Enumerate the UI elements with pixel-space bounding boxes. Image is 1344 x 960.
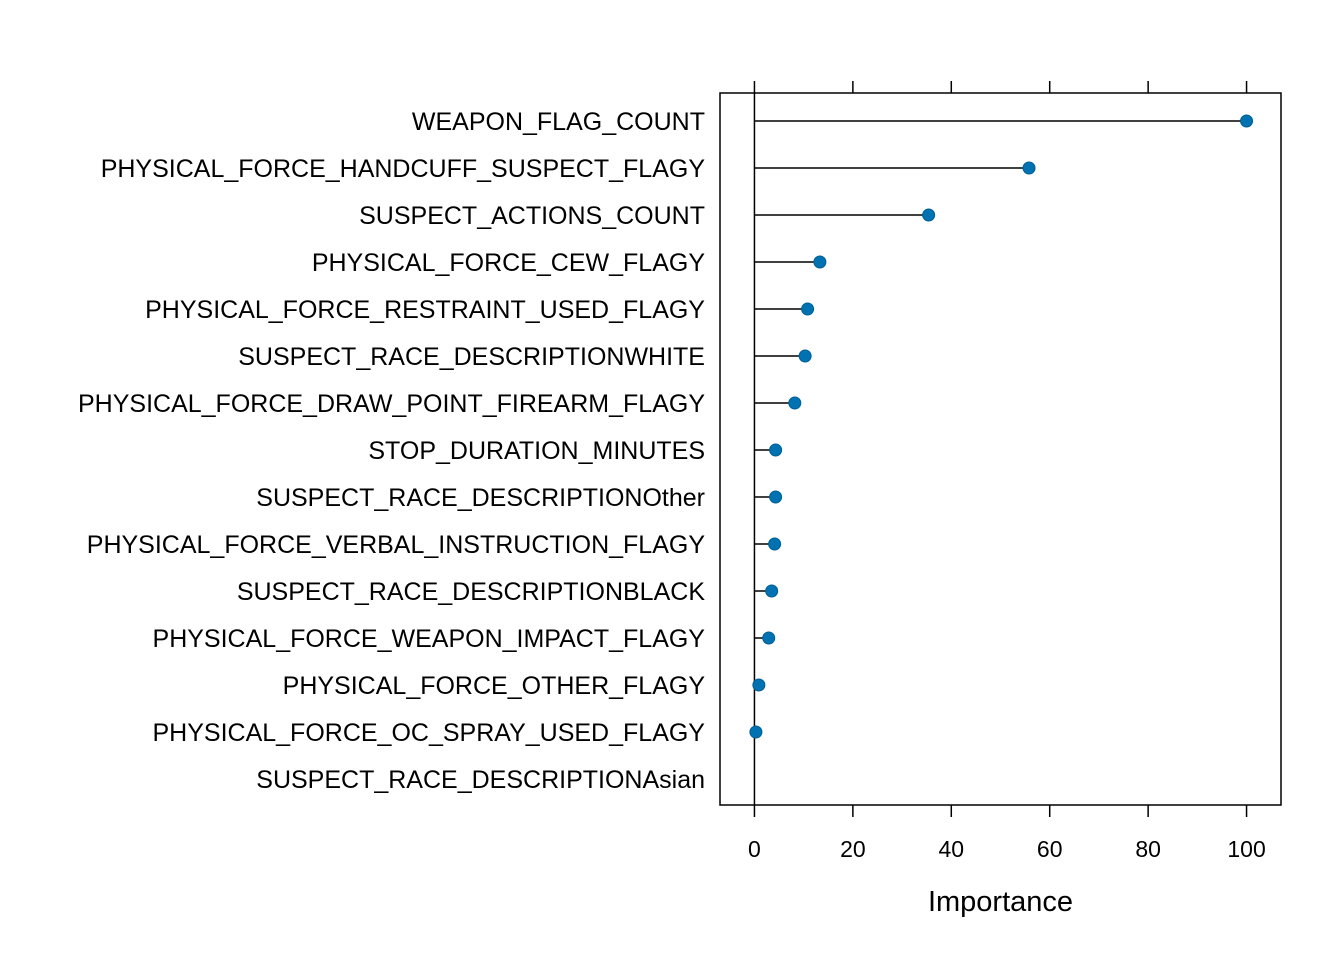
category-label: PHYSICAL_FORCE_OTHER_FLAGY (283, 672, 706, 700)
importance-point (788, 396, 802, 410)
category-label: PHYSICAL_FORCE_CEW_FLAGY (312, 249, 705, 277)
x-tick-label: 100 (1227, 836, 1265, 862)
category-label: SUSPECT_RACE_DESCRIPTIONBLACK (237, 578, 706, 606)
importance-point (762, 631, 776, 645)
importance-point (801, 302, 815, 316)
x-tick-label: 40 (938, 836, 964, 862)
category-label: SUSPECT_ACTIONS_COUNT (359, 202, 705, 230)
importance-point (922, 208, 936, 222)
x-tick-label: 0 (748, 836, 761, 862)
category-label: PHYSICAL_FORCE_HANDCUFF_SUSPECT_FLAGY (101, 155, 706, 183)
importance-point (768, 537, 782, 551)
category-label: SUSPECT_RACE_DESCRIPTIONOther (256, 484, 705, 512)
category-label: PHYSICAL_FORCE_RESTRAINT_USED_FLAGY (145, 296, 705, 324)
importance-point (813, 255, 827, 269)
category-label: PHYSICAL_FORCE_DRAW_POINT_FIREARM_FLAGY (78, 390, 705, 418)
importance-point (1022, 161, 1036, 175)
category-label: PHYSICAL_FORCE_VERBAL_INSTRUCTION_FLAGY (87, 531, 706, 559)
importance-point (765, 584, 779, 598)
category-label: PHYSICAL_FORCE_WEAPON_IMPACT_FLAGY (153, 625, 706, 653)
category-label: STOP_DURATION_MINUTES (368, 437, 705, 465)
x-axis-title: Importance (928, 886, 1073, 918)
importance-point (769, 443, 783, 457)
category-label: SUSPECT_RACE_DESCRIPTIONAsian (256, 766, 705, 794)
x-tick-label: 20 (840, 836, 866, 862)
category-label: WEAPON_FLAG_COUNT (412, 108, 705, 136)
category-label: PHYSICAL_FORCE_OC_SPRAY_USED_FLAGY (152, 719, 705, 747)
importance-point (749, 725, 763, 739)
category-label: SUSPECT_RACE_DESCRIPTIONWHITE (238, 343, 705, 371)
x-tick-label: 80 (1135, 836, 1161, 862)
plot-frame (719, 92, 1282, 806)
importance-point (769, 490, 783, 504)
importance-point (1240, 114, 1254, 128)
importance-point (798, 349, 812, 363)
importance-point (752, 678, 766, 692)
x-tick-label: 60 (1037, 836, 1063, 862)
